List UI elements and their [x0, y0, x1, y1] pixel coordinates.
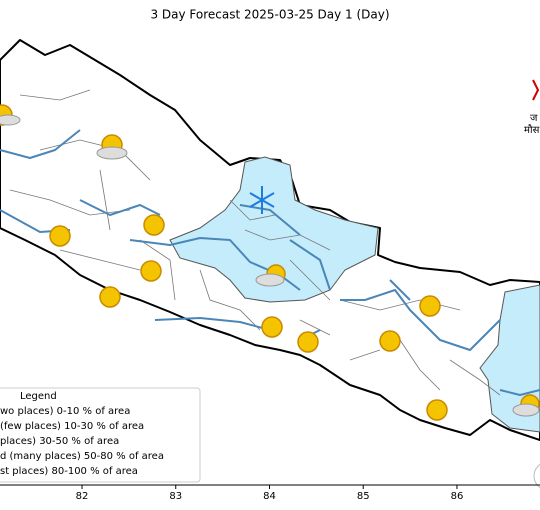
x-tick-label: 85 — [357, 491, 370, 502]
logo-mark — [532, 79, 540, 101]
x-ticks: 82 83 84 85 86 — [76, 485, 464, 502]
sun-icon — [143, 214, 165, 236]
sun-icon — [99, 286, 121, 308]
x-tick-label: 83 — [169, 491, 182, 502]
x-tick-label: 86 — [451, 491, 464, 502]
weather-icons — [0, 104, 540, 421]
legend-entries: wo places) 0-10 % of area (few places) 10… — [0, 406, 164, 477]
sun-icon — [297, 331, 319, 353]
sun-icon — [426, 399, 448, 421]
logo-text: ज — [530, 113, 538, 124]
snow-region — [479, 284, 540, 433]
logo-text: मौस — [524, 124, 540, 136]
legend-entry: places) 30-50 % of area — [0, 436, 119, 447]
sun-icon — [419, 295, 441, 317]
sun-icon — [140, 260, 162, 282]
corner-ring — [533, 463, 540, 489]
district-lines — [9, 89, 501, 396]
map-title: 3 Day Forecast 2025-03-25 Day 1 (Day) — [150, 8, 389, 22]
sun-icon — [379, 330, 401, 352]
x-tick-label: 82 — [76, 491, 89, 502]
sun-icon — [261, 316, 283, 338]
legend-entry: wo places) 0-10 % of area — [0, 406, 130, 417]
legend-entry: (few places) 10-30 % of area — [0, 421, 144, 432]
legend: Legend wo places) 0-10 % of area (few pla… — [0, 387, 201, 483]
sun-icon — [49, 225, 71, 247]
cloud-icon — [0, 114, 21, 126]
cloud-icon — [512, 403, 540, 417]
snow-region — [169, 156, 379, 303]
snow-icon — [249, 186, 275, 214]
cloud-icon — [255, 273, 285, 287]
legend-entry: d (many places) 50-80 % of area — [0, 451, 164, 462]
cloud-icon — [96, 146, 128, 160]
legend-title: Legend — [20, 391, 57, 402]
map-area — [0, 39, 540, 441]
legend-box — [0, 387, 201, 483]
x-tick-label: 84 — [263, 491, 276, 502]
legend-entry: st places) 80-100 % of area — [0, 466, 138, 477]
logo: ज मौस — [524, 79, 540, 136]
